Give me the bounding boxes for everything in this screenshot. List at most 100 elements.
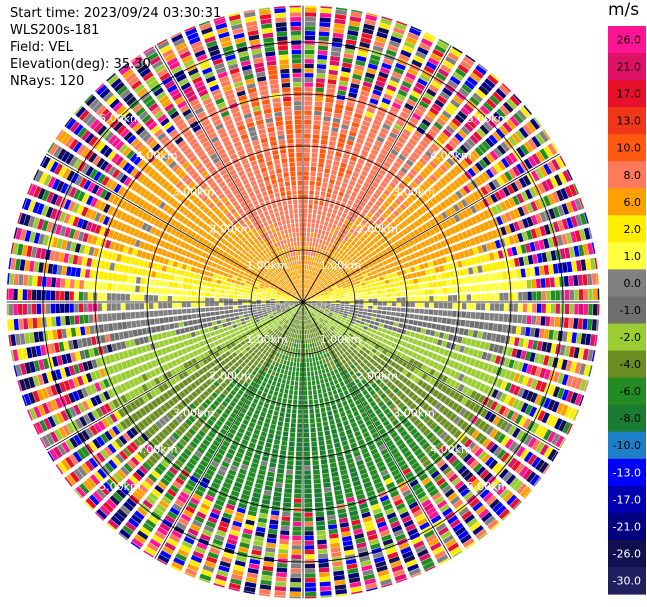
velocity-gate [345, 302, 350, 305]
velocity-gate [388, 251, 395, 257]
velocity-gate [373, 40, 385, 48]
velocity-gate [358, 305, 364, 308]
velocity-gate [299, 329, 302, 335]
velocity-gate [370, 54, 381, 62]
velocity-gate [280, 530, 290, 536]
velocity-gate [361, 149, 369, 157]
velocity-gate [350, 155, 358, 162]
velocity-gate [506, 247, 513, 257]
velocity-gate [330, 467, 338, 473]
velocity-gate [410, 296, 415, 302]
velocity-gate [333, 485, 342, 491]
velocity-gate [375, 331, 382, 336]
velocity-gate [324, 377, 329, 383]
velocity-gate [304, 320, 306, 325]
velocity-gate [458, 328, 465, 335]
velocity-gate [525, 327, 531, 337]
velocity-gate [431, 323, 437, 330]
velocity-gate [303, 395, 308, 400]
velocity-gate [466, 218, 474, 227]
velocity-gate [439, 132, 449, 141]
velocity-gate [430, 125, 440, 134]
velocity-gate [426, 275, 432, 282]
velocity-gate [428, 237, 435, 244]
velocity-gate [289, 591, 301, 597]
velocity-gate [303, 437, 310, 442]
velocity-gate [355, 162, 363, 170]
velocity-gate [447, 334, 454, 341]
velocity-gate [411, 134, 420, 143]
velocity-gate [426, 110, 437, 120]
velocity-gate [313, 474, 321, 480]
velocity-gate [311, 451, 318, 456]
velocity-gate [262, 565, 274, 572]
velocity-gate [515, 326, 522, 335]
velocity-gate [364, 141, 373, 148]
velocity-gate [304, 101, 313, 106]
velocity-gate [516, 146, 526, 158]
velocity-gate [361, 85, 371, 93]
velocity-gate [338, 255, 344, 260]
velocity-gate [443, 264, 449, 271]
velocity-gate [475, 65, 487, 76]
velocity-gate [328, 415, 334, 421]
velocity-gate [469, 205, 478, 214]
velocity-gate [475, 284, 481, 292]
velocity-gate [396, 246, 403, 253]
velocity-gate [476, 303, 481, 311]
velocity-gate [279, 534, 290, 540]
velocity-gate [331, 126, 339, 133]
velocity-gate [283, 426, 289, 432]
velocity-gate [322, 272, 327, 277]
velocity-gate [319, 17, 331, 23]
velocity-gate [289, 587, 301, 592]
velocity-gate [538, 239, 545, 250]
velocity-gate [427, 57, 440, 66]
velocity-gate [575, 214, 583, 227]
velocity-gate [273, 444, 280, 450]
velocity-gate [526, 202, 534, 214]
velocity-gate [434, 266, 440, 273]
velocity-gate [369, 208, 376, 215]
velocity-gate [352, 202, 359, 209]
velocity-gate [349, 180, 356, 187]
velocity-gate [359, 236, 366, 242]
velocity-gate [376, 136, 385, 143]
velocity-gate [361, 170, 368, 177]
velocity-gate [289, 389, 294, 395]
velocity-gate [483, 274, 489, 282]
velocity-gate [545, 316, 551, 327]
velocity-gate [337, 90, 347, 96]
velocity-gate [582, 318, 588, 330]
velocity-gate [304, 512, 313, 517]
velocity-gate [339, 308, 345, 311]
velocity-gate [346, 256, 352, 261]
velocity-gate [437, 214, 444, 222]
velocity-gate [337, 275, 342, 279]
velocity-gate [326, 212, 332, 218]
velocity-gate [336, 241, 341, 247]
velocity-gate [478, 159, 488, 169]
velocity-gate [479, 105, 490, 116]
velocity-gate [310, 294, 315, 297]
velocity-gate [319, 282, 324, 287]
velocity-gate [363, 292, 368, 296]
velocity-gate [314, 497, 323, 503]
velocity-gate [373, 84, 384, 92]
velocity-gate [518, 292, 523, 301]
velocity-gate [328, 528, 338, 535]
velocity-gate [321, 230, 326, 236]
velocity-gate [449, 48, 462, 58]
velocity-gate [333, 289, 339, 292]
velocity-gate [562, 331, 568, 342]
velocity-gate [337, 377, 343, 383]
velocity-gate [408, 94, 419, 103]
velocity-gate [329, 380, 335, 386]
velocity-gate [306, 362, 310, 367]
velocity-gate [358, 296, 364, 299]
velocity-gate [426, 322, 432, 329]
velocity-gate [261, 392, 268, 398]
velocity-gate [332, 262, 337, 267]
velocity-gate [282, 398, 287, 404]
velocity-gate [547, 161, 557, 173]
